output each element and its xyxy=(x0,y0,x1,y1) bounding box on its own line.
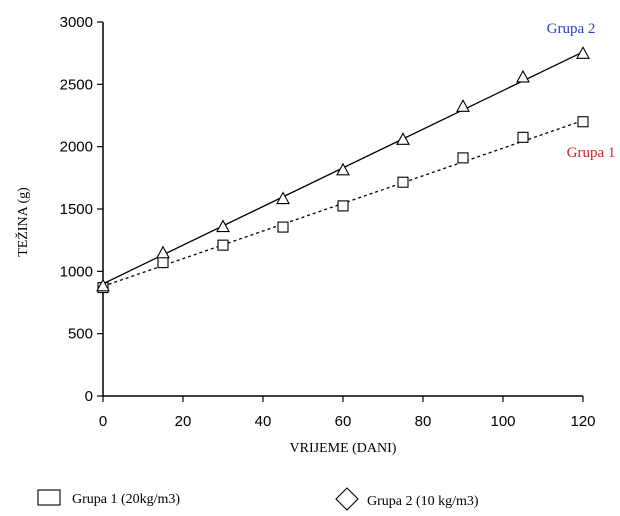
series-2-point xyxy=(216,219,230,233)
series-1-point xyxy=(157,257,169,269)
series-2-label: Grupa 2 xyxy=(547,21,596,37)
legend-diamond-icon xyxy=(335,487,359,511)
series-1-point xyxy=(577,116,589,128)
x-axis-label: VRIJEME (DANI) xyxy=(290,441,397,456)
series-1-point xyxy=(457,152,469,164)
x-tick-label: 60 xyxy=(335,413,352,430)
x-tick-label: 20 xyxy=(175,413,192,430)
series-1-point xyxy=(337,200,349,212)
y-axis-label: TEŽINA (g) xyxy=(14,187,31,257)
y-tick-label: 3000 xyxy=(60,14,93,31)
y-tick-label: 2500 xyxy=(60,76,93,93)
series-1-point xyxy=(277,221,289,233)
y-tick-label: 500 xyxy=(68,326,93,343)
series-2-point xyxy=(396,132,410,145)
x-tick-label: 120 xyxy=(570,413,595,430)
legend: Grupa 1 (20kg/m3) Grupa 2 (10 kg/m3) xyxy=(37,487,479,511)
y-tick-label: 1500 xyxy=(60,201,93,218)
y-tick-label: 2000 xyxy=(60,139,93,156)
series-2-point xyxy=(576,46,590,59)
y-tick-label: 0 xyxy=(85,388,93,405)
x-tick-label: 100 xyxy=(490,413,515,430)
series-2-point xyxy=(96,278,110,292)
series-1-label: Grupa 1 xyxy=(567,145,616,161)
x-tick-label: 40 xyxy=(255,413,272,430)
series-2-point xyxy=(276,191,290,205)
series-2-point xyxy=(156,245,170,259)
series-2-point xyxy=(516,69,530,83)
y-tick-label: 1000 xyxy=(60,263,93,280)
x-tick-label: 80 xyxy=(415,413,432,430)
legend-item-2-label: Grupa 2 (10 kg/m3) xyxy=(367,494,479,509)
legend-item-1-label: Grupa 1 (20kg/m3) xyxy=(72,492,180,507)
legend-square-icon xyxy=(37,489,61,506)
series-1-point xyxy=(397,176,409,188)
series-1-point xyxy=(517,131,529,143)
x-tick-label: 0 xyxy=(99,413,107,430)
series-2-point xyxy=(336,162,350,176)
series-2-point xyxy=(456,99,470,112)
series-1-point xyxy=(217,239,229,251)
